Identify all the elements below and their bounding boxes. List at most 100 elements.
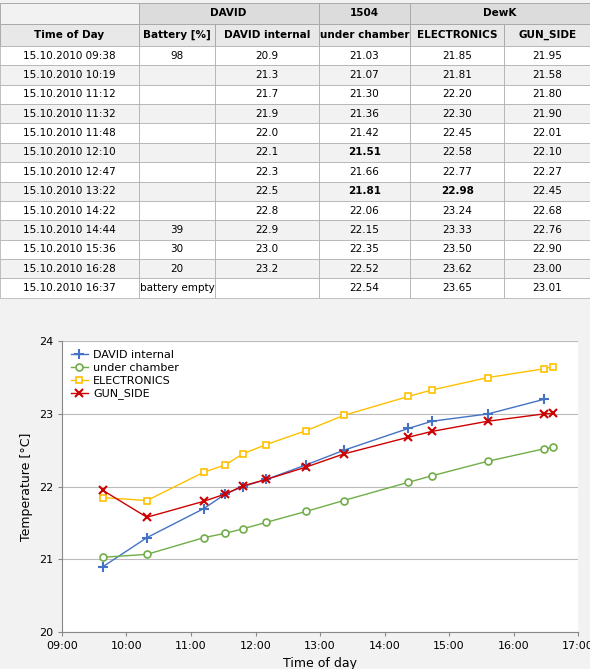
FancyBboxPatch shape — [0, 162, 139, 181]
FancyBboxPatch shape — [410, 181, 504, 201]
FancyBboxPatch shape — [319, 220, 410, 240]
FancyBboxPatch shape — [139, 181, 215, 201]
FancyBboxPatch shape — [504, 201, 590, 220]
Text: 21.9: 21.9 — [255, 109, 278, 119]
FancyBboxPatch shape — [0, 181, 139, 201]
Text: 15.10.2010 13:22: 15.10.2010 13:22 — [23, 186, 116, 196]
FancyBboxPatch shape — [319, 3, 410, 23]
FancyBboxPatch shape — [504, 85, 590, 104]
FancyBboxPatch shape — [215, 278, 319, 298]
FancyBboxPatch shape — [319, 201, 410, 220]
FancyBboxPatch shape — [0, 85, 139, 104]
FancyBboxPatch shape — [139, 124, 215, 142]
Text: Battery [%]: Battery [%] — [143, 29, 211, 40]
Text: 22.15: 22.15 — [349, 225, 379, 235]
Text: 23.24: 23.24 — [442, 205, 472, 215]
Text: 21.36: 21.36 — [349, 109, 379, 119]
Text: 21.3: 21.3 — [255, 70, 278, 80]
Text: 23.65: 23.65 — [442, 283, 472, 293]
FancyBboxPatch shape — [139, 46, 215, 66]
FancyBboxPatch shape — [319, 124, 410, 142]
Text: Time of Day: Time of Day — [34, 30, 104, 40]
FancyBboxPatch shape — [319, 85, 410, 104]
Text: 22.45: 22.45 — [532, 186, 562, 196]
Text: 15.10.2010 11:48: 15.10.2010 11:48 — [23, 128, 116, 138]
FancyBboxPatch shape — [139, 66, 215, 85]
FancyBboxPatch shape — [0, 104, 139, 124]
FancyBboxPatch shape — [319, 162, 410, 181]
Text: 21.58: 21.58 — [532, 70, 562, 80]
Text: 22.68: 22.68 — [532, 205, 562, 215]
FancyBboxPatch shape — [215, 46, 319, 66]
FancyBboxPatch shape — [139, 85, 215, 104]
FancyBboxPatch shape — [139, 23, 215, 46]
FancyBboxPatch shape — [410, 278, 504, 298]
FancyBboxPatch shape — [504, 124, 590, 142]
Text: 21.03: 21.03 — [349, 51, 379, 61]
FancyBboxPatch shape — [139, 278, 215, 298]
Text: 21.95: 21.95 — [532, 51, 562, 61]
Text: 23.00: 23.00 — [532, 264, 562, 274]
Text: 21.90: 21.90 — [532, 109, 562, 119]
FancyBboxPatch shape — [0, 3, 139, 23]
Text: ELECTRONICS: ELECTRONICS — [417, 30, 497, 40]
Text: 15.10.2010 14:22: 15.10.2010 14:22 — [23, 205, 116, 215]
FancyBboxPatch shape — [0, 259, 139, 278]
FancyBboxPatch shape — [504, 240, 590, 259]
FancyBboxPatch shape — [215, 104, 319, 124]
FancyBboxPatch shape — [319, 278, 410, 298]
Text: 20: 20 — [171, 264, 183, 274]
Text: 23.0: 23.0 — [255, 244, 278, 254]
FancyBboxPatch shape — [139, 240, 215, 259]
FancyBboxPatch shape — [410, 259, 504, 278]
Text: 22.06: 22.06 — [349, 205, 379, 215]
Text: 21.81: 21.81 — [442, 70, 472, 80]
Text: 21.66: 21.66 — [349, 167, 379, 177]
Text: 22.90: 22.90 — [532, 244, 562, 254]
FancyBboxPatch shape — [139, 220, 215, 240]
FancyBboxPatch shape — [504, 181, 590, 201]
FancyBboxPatch shape — [215, 85, 319, 104]
Text: 21.7: 21.7 — [255, 90, 278, 100]
FancyBboxPatch shape — [410, 162, 504, 181]
FancyBboxPatch shape — [215, 220, 319, 240]
FancyBboxPatch shape — [410, 66, 504, 85]
Text: 22.76: 22.76 — [532, 225, 562, 235]
Text: battery empty: battery empty — [140, 283, 214, 293]
Text: 21.51: 21.51 — [348, 147, 381, 157]
Text: 30: 30 — [171, 244, 183, 254]
Text: 22.3: 22.3 — [255, 167, 278, 177]
Text: 15.10.2010 09:38: 15.10.2010 09:38 — [23, 51, 116, 61]
FancyBboxPatch shape — [0, 240, 139, 259]
FancyBboxPatch shape — [319, 181, 410, 201]
Text: 21.81: 21.81 — [348, 186, 381, 196]
Text: 22.35: 22.35 — [349, 244, 379, 254]
Text: 15.10.2010 11:12: 15.10.2010 11:12 — [23, 90, 116, 100]
FancyBboxPatch shape — [0, 201, 139, 220]
Legend: DAVID internal, under chamber, ELECTRONICS, GUN_SIDE: DAVID internal, under chamber, ELECTRONI… — [67, 347, 182, 403]
FancyBboxPatch shape — [319, 66, 410, 85]
Text: 22.8: 22.8 — [255, 205, 278, 215]
FancyBboxPatch shape — [0, 142, 139, 162]
X-axis label: Time of day: Time of day — [283, 657, 357, 669]
FancyBboxPatch shape — [139, 162, 215, 181]
FancyBboxPatch shape — [410, 124, 504, 142]
FancyBboxPatch shape — [215, 124, 319, 142]
FancyBboxPatch shape — [0, 23, 139, 46]
Text: 20.9: 20.9 — [255, 51, 278, 61]
Text: 15.10.2010 12:10: 15.10.2010 12:10 — [23, 147, 116, 157]
FancyBboxPatch shape — [504, 23, 590, 46]
FancyBboxPatch shape — [0, 66, 139, 85]
FancyBboxPatch shape — [410, 142, 504, 162]
Text: 22.52: 22.52 — [349, 264, 379, 274]
Text: 22.58: 22.58 — [442, 147, 472, 157]
FancyBboxPatch shape — [504, 104, 590, 124]
FancyBboxPatch shape — [0, 278, 139, 298]
FancyBboxPatch shape — [0, 46, 139, 66]
Text: 23.33: 23.33 — [442, 225, 472, 235]
FancyBboxPatch shape — [410, 220, 504, 240]
FancyBboxPatch shape — [139, 259, 215, 278]
Text: 22.98: 22.98 — [441, 186, 474, 196]
Y-axis label: Temperature [°C]: Temperature [°C] — [20, 433, 33, 541]
FancyBboxPatch shape — [319, 23, 410, 46]
